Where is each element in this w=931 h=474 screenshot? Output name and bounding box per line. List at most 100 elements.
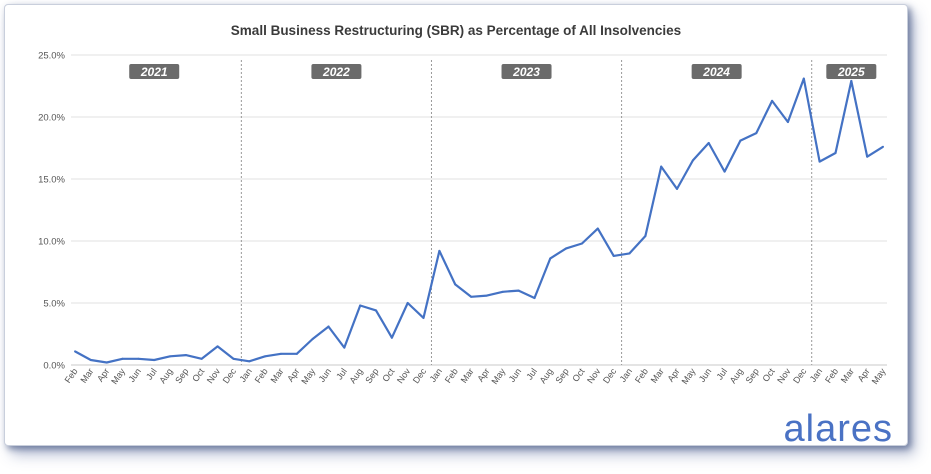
x-tick-label: Oct: [380, 366, 397, 384]
y-tick-label: 0.0%: [43, 361, 65, 372]
x-tick-label: Dec: [791, 366, 809, 385]
year-dividers: [240, 60, 813, 365]
year-label: 2024: [702, 65, 730, 79]
series-line: [74, 77, 884, 364]
data-point: [644, 235, 647, 238]
x-tick-label: Oct: [761, 366, 778, 384]
data-point: [184, 354, 187, 357]
data-point: [660, 165, 663, 168]
data-point: [580, 242, 583, 245]
data-point: [406, 302, 409, 304]
y-tick-label: 20.0%: [38, 113, 65, 124]
year-label: 2022: [322, 65, 350, 79]
x-tick-label: Jan: [808, 366, 825, 384]
year-badge: [826, 64, 877, 79]
data-point: [359, 304, 362, 307]
x-tick-label: Jun: [697, 366, 714, 384]
y-tick-label: 15.0%: [38, 175, 65, 186]
data-point: [691, 159, 694, 162]
data-point: [739, 139, 742, 142]
data-point: [676, 187, 679, 190]
x-tick-label: Aug: [347, 366, 364, 385]
data-point: [612, 254, 615, 257]
data-point: [279, 352, 282, 355]
series-layer: [74, 77, 884, 364]
data-point: [802, 77, 805, 80]
x-tick-label: Sep: [173, 366, 190, 385]
data-point: [454, 283, 457, 286]
x-tick-label: Feb: [63, 366, 80, 384]
x-tick-label: Mar: [649, 366, 666, 384]
x-tick-label: May: [109, 366, 127, 386]
x-tick-label: Feb: [633, 366, 650, 384]
x-tick-label: May: [680, 366, 698, 386]
x-tick-label: Feb: [823, 366, 840, 384]
data-point: [375, 309, 378, 312]
chart-card: Small Business Restructuring (SBR) as Pe…: [4, 4, 908, 446]
x-tick-label: Jan: [618, 366, 635, 384]
data-point: [232, 357, 235, 360]
data-point: [295, 352, 298, 355]
data-point: [818, 160, 821, 163]
data-point: [834, 151, 837, 154]
x-tick-label: Nov: [585, 366, 603, 385]
data-point: [723, 170, 726, 173]
x-tick-label: Aug: [157, 366, 174, 385]
x-tick-label: Aug: [728, 366, 745, 385]
data-point: [89, 359, 92, 362]
y-tick-label: 5.0%: [43, 299, 65, 310]
data-point: [422, 316, 425, 319]
x-tick-label: May: [299, 366, 317, 386]
data-point: [216, 345, 219, 348]
x-tick-label: May: [870, 366, 888, 386]
x-tick-label: Dec: [221, 366, 239, 385]
x-tick-label: Jan: [237, 366, 254, 384]
y-tick-label: 10.0%: [38, 237, 65, 248]
data-point: [501, 290, 504, 293]
x-tick-label: Nov: [395, 366, 413, 385]
data-point: [596, 227, 599, 230]
x-tick-label: May: [489, 366, 507, 386]
data-point: [565, 247, 568, 250]
brand-logo: alares: [784, 408, 894, 445]
data-point: [485, 294, 488, 297]
data-point: [786, 120, 789, 123]
x-tick-label: Jun: [317, 366, 334, 384]
data-point: [343, 346, 346, 349]
data-point: [248, 360, 251, 363]
data-point: [438, 249, 441, 252]
data-point: [882, 145, 884, 148]
x-tick-label: Dec: [411, 366, 429, 385]
x-tick-label: Sep: [744, 366, 761, 385]
x-tick-label: Sep: [553, 366, 570, 385]
year-badge: [691, 64, 742, 79]
data-point: [121, 357, 124, 360]
data-point: [390, 336, 393, 339]
x-tick-label: Jun: [126, 366, 143, 384]
year-label: 2025: [837, 65, 865, 79]
x-tick-label: Mar: [78, 366, 95, 384]
data-point: [311, 337, 314, 340]
year-badge: [129, 64, 180, 79]
year-badge: [501, 64, 552, 79]
data-point: [327, 325, 330, 328]
year-labels: 2021 2022 2023 2024 2025: [129, 64, 877, 79]
data-point: [866, 155, 869, 158]
x-tick-label: Feb: [443, 366, 460, 384]
data-point: [153, 359, 156, 362]
x-tick-label: Sep: [363, 366, 380, 385]
line-chart: Small Business Restructuring (SBR) as Pe…: [38, 23, 894, 445]
data-point: [137, 357, 140, 360]
data-point: [628, 252, 631, 255]
y-axis-ticks: 0.0% 5.0% 10.0% 15.0% 20.0% 25.0%: [38, 51, 65, 372]
x-tick-label: Mar: [459, 366, 476, 384]
x-tick-label: Oct: [190, 366, 207, 384]
year-label: 2023: [512, 65, 540, 79]
data-point: [470, 295, 473, 298]
x-tick-label: Aug: [538, 366, 555, 385]
data-point: [264, 355, 267, 358]
chart-title: Small Business Restructuring (SBR) as Pe…: [231, 23, 681, 38]
data-point: [169, 355, 172, 358]
x-tick-label: Mar: [269, 366, 286, 384]
data-point: [755, 132, 758, 135]
